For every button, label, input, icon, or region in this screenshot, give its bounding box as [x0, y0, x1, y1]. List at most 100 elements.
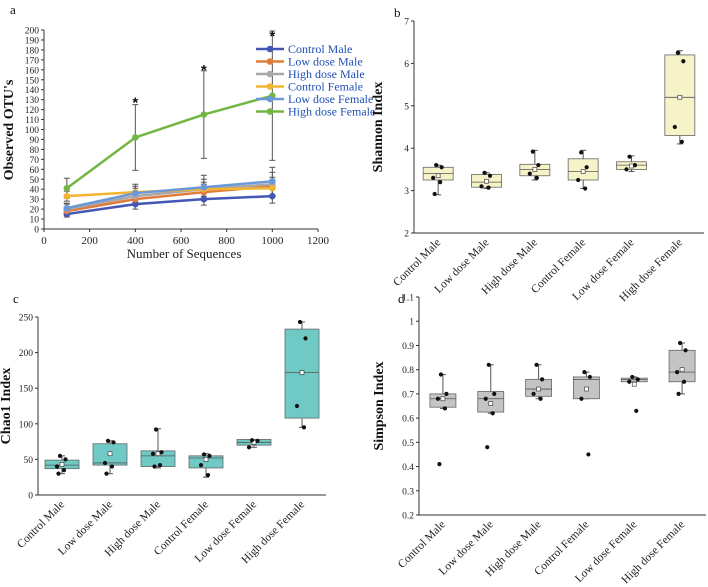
sample-point — [583, 186, 588, 191]
sample-point — [492, 391, 497, 396]
sample-point — [676, 391, 681, 396]
sample-point — [439, 165, 444, 170]
sample-point — [632, 163, 638, 168]
mean-marker — [631, 381, 637, 387]
sample-point — [303, 336, 308, 341]
sample-point — [683, 348, 688, 353]
data-point — [63, 192, 71, 200]
y-tick-label: 10 — [30, 216, 40, 226]
sample-point — [627, 379, 632, 384]
sample-point — [438, 180, 443, 185]
sample-point — [294, 403, 300, 409]
series-line — [66, 182, 273, 211]
x-tick-label: 600 — [173, 235, 190, 247]
mean-marker — [488, 401, 494, 406]
y-tick-label: 180 — [25, 46, 40, 56]
sample-point — [675, 50, 680, 55]
sample-point — [674, 369, 680, 375]
y-tick-label: 2 — [404, 230, 409, 240]
mean-marker — [203, 457, 209, 462]
y-tick-label: 90 — [30, 136, 40, 146]
sample-point — [530, 149, 535, 154]
sample-point — [249, 438, 255, 443]
mean-marker — [435, 173, 441, 179]
y-tick-label: 150 — [25, 76, 40, 86]
y-tick-label: 120 — [25, 106, 40, 116]
panel-label-d: d — [398, 291, 405, 306]
sample-point — [297, 319, 303, 325]
significance-star: * — [201, 62, 207, 79]
y-tick-label: 200 — [25, 27, 40, 37]
sample-point — [105, 438, 111, 443]
sample-point — [539, 377, 545, 382]
sample-point — [582, 369, 587, 375]
sample-point — [681, 59, 686, 64]
y-axis-title: Observed OTU's — [2, 79, 17, 180]
y-tick-label: 0.7 — [402, 390, 414, 400]
sample-point — [159, 450, 164, 455]
y-tick-label: 0.5 — [402, 439, 414, 449]
y-tick-label: 4 — [404, 145, 409, 155]
y-tick-label: 160 — [25, 66, 40, 76]
data-point — [132, 134, 139, 141]
data-point — [63, 184, 71, 192]
data-point — [269, 177, 276, 185]
box — [620, 377, 648, 383]
mean-marker — [299, 370, 305, 375]
legend-entry: Control Female — [288, 80, 363, 94]
y-tick-label: 140 — [25, 86, 40, 96]
data-point — [269, 184, 276, 192]
panel-label-b: b — [394, 5, 401, 20]
sample-point — [438, 372, 444, 377]
sample-point — [109, 464, 115, 469]
sample-point — [205, 472, 211, 478]
sample-point — [104, 471, 109, 476]
y-tick-label: 170 — [25, 56, 40, 66]
sample-point — [483, 396, 488, 401]
mean-marker — [155, 451, 161, 457]
sample-point — [486, 185, 491, 190]
legend-swatch-marker — [266, 70, 274, 78]
sample-point — [531, 391, 536, 396]
mean-marker — [580, 169, 586, 174]
legend-swatch-marker — [266, 58, 274, 65]
sample-point — [681, 379, 687, 384]
y-tick-label: 0.3 — [402, 487, 414, 497]
sample-point — [634, 408, 639, 413]
y-tick-label: 0.4 — [402, 463, 414, 473]
sample-point — [198, 462, 204, 468]
sample-point — [56, 471, 61, 476]
sample-point — [672, 124, 677, 130]
mean-marker — [532, 167, 538, 172]
sample-point — [584, 165, 589, 170]
category-label: Control Male — [15, 499, 67, 551]
sample-point — [63, 457, 68, 462]
legend-entry: High dose Male — [288, 67, 365, 81]
x-axis-title: Number of Sequences — [127, 246, 242, 261]
y-tick-label: 20 — [30, 206, 40, 216]
mean-marker — [107, 451, 113, 457]
significance-star: * — [269, 28, 275, 45]
sample-point — [485, 445, 490, 450]
y-tick-label: 190 — [25, 36, 40, 46]
panel-label-a: a — [10, 2, 16, 17]
y-tick-label: 130 — [25, 96, 40, 106]
y-tick-label: 60 — [30, 166, 40, 176]
sample-point — [486, 362, 491, 367]
y-tick-label: 7 — [404, 18, 409, 28]
legend-entry: Low dose Male — [288, 55, 363, 69]
sample-point — [102, 460, 108, 466]
y-tick-label: 0.2 — [402, 512, 414, 522]
sample-point — [527, 171, 532, 176]
sample-point — [624, 167, 629, 172]
mean-marker — [59, 462, 65, 467]
y-tick-label: 0 — [28, 492, 33, 502]
y-tick-label: 80 — [30, 146, 40, 156]
sample-point — [635, 377, 640, 382]
mean-marker — [484, 178, 489, 184]
legend-swatch-marker — [266, 45, 274, 53]
y-tick-label: 70 — [30, 156, 40, 166]
y-tick-label: 5 — [404, 102, 409, 112]
mean-marker — [536, 386, 541, 392]
